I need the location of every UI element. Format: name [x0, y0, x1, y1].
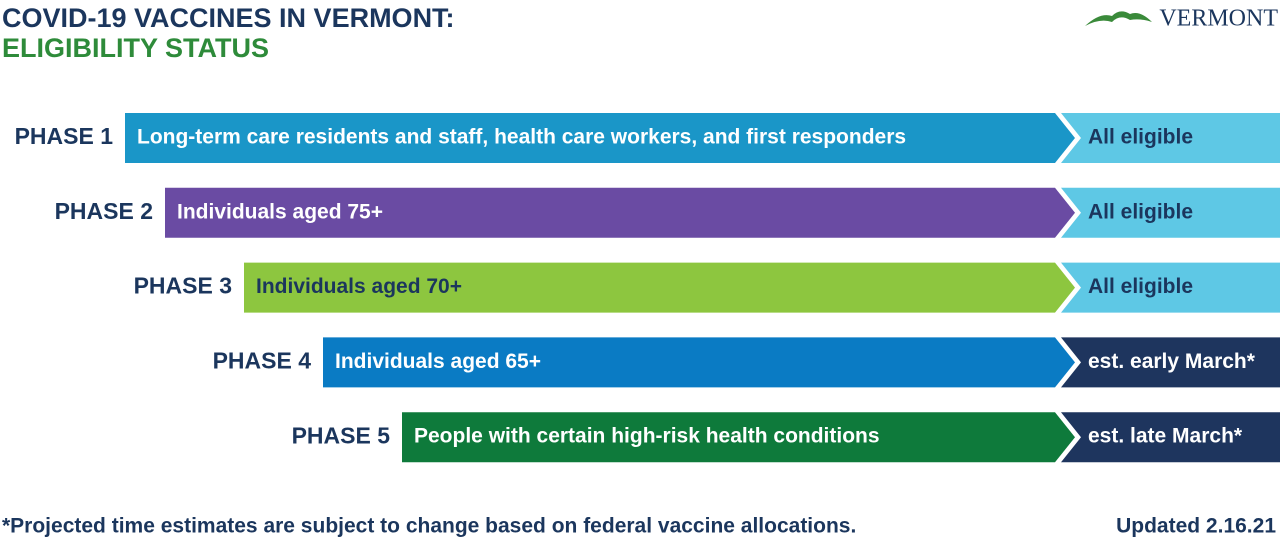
status-box	[1061, 113, 1280, 163]
phase-label: PHASE 4	[213, 347, 312, 373]
logo-text: VERMONT	[1159, 6, 1278, 32]
status-box	[1061, 412, 1280, 463]
phase-status: est. late March*	[1088, 425, 1243, 448]
status-box	[1061, 187, 1280, 238]
phase-status: All eligible	[1088, 275, 1193, 298]
phase-status: All eligible	[1088, 126, 1193, 149]
phase-description: Long-term care residents and staff, heal…	[137, 126, 906, 149]
phase-description: Individuals aged 65+	[335, 350, 541, 373]
phase-bar	[244, 262, 1075, 313]
phase-status: est. early March*	[1088, 350, 1256, 373]
title: COVID-19 VACCINES IN VERMONT:	[2, 3, 455, 33]
phase-label: PHASE 3	[134, 273, 232, 299]
phase-status: All eligible	[1088, 200, 1193, 223]
phase-label: PHASE 2	[55, 198, 153, 224]
phase-description: Individuals aged 70+	[256, 275, 462, 298]
phase-bar	[125, 113, 1075, 163]
phase-bar	[165, 187, 1075, 238]
subtitle: ELIGIBILITY STATUS	[2, 33, 269, 63]
phase-description: Individuals aged 75+	[177, 200, 383, 223]
phase-label: PHASE 5	[292, 422, 391, 448]
logo-icon	[1085, 11, 1152, 26]
phase-bar	[402, 412, 1075, 463]
status-box	[1061, 262, 1280, 313]
footnote: *Projected time estimates are subject to…	[2, 515, 856, 538]
phase-label: PHASE 1	[15, 123, 114, 149]
phase-bar	[323, 337, 1075, 388]
updated: Updated 2.16.21	[1116, 515, 1276, 538]
phase-description: People with certain high-risk health con…	[414, 425, 880, 448]
status-box	[1061, 337, 1280, 388]
